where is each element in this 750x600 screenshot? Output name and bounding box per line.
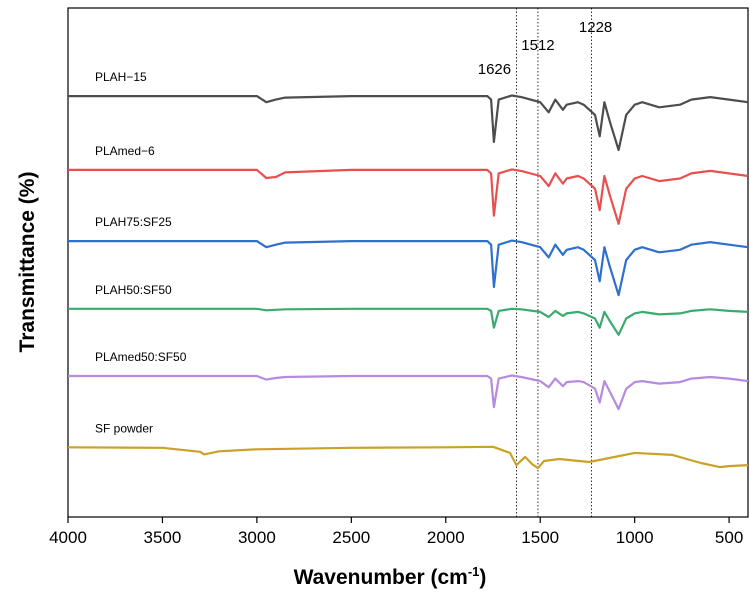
peak-label: 1512 [521,37,554,54]
peak-label: 1228 [579,19,612,36]
x-tick-label: 1500 [521,528,559,547]
series-label: PLAH50:SF50 [95,283,172,297]
series-label: PLAmed50:SF50 [95,350,187,364]
series-label: SF powder [95,421,153,435]
y-axis-label: Transmittance (%) [16,172,39,353]
spectrum-line [68,374,749,411]
x-tick-label: 3500 [144,528,182,547]
series-label: PLAH75:SF25 [95,215,172,229]
series-label: PLAH−15 [95,70,147,84]
x-label-text: Wavenumber (cm [294,566,468,589]
spectrum-line [68,168,749,225]
peak-label: 1626 [478,61,511,78]
x-axis-label: Wavenumber (cm-1) [294,564,487,589]
spectrum-line [68,94,749,152]
x-tick-label: 2500 [332,528,370,547]
x-label-suffix: ) [479,566,486,589]
plot-frame [67,7,749,518]
x-tick-label: 500 [715,528,743,547]
x-tick-label: 4000 [49,528,87,547]
x-label-sup: -1 [468,564,480,579]
spectrum-line [68,239,749,297]
series-label: PLAmed−6 [95,144,155,158]
x-tick-label: 3000 [238,528,276,547]
x-tick-label: 2000 [427,528,465,547]
x-tick-label: 1000 [616,528,654,547]
spectrum-line [67,445,749,470]
spectrum-line [68,307,749,336]
